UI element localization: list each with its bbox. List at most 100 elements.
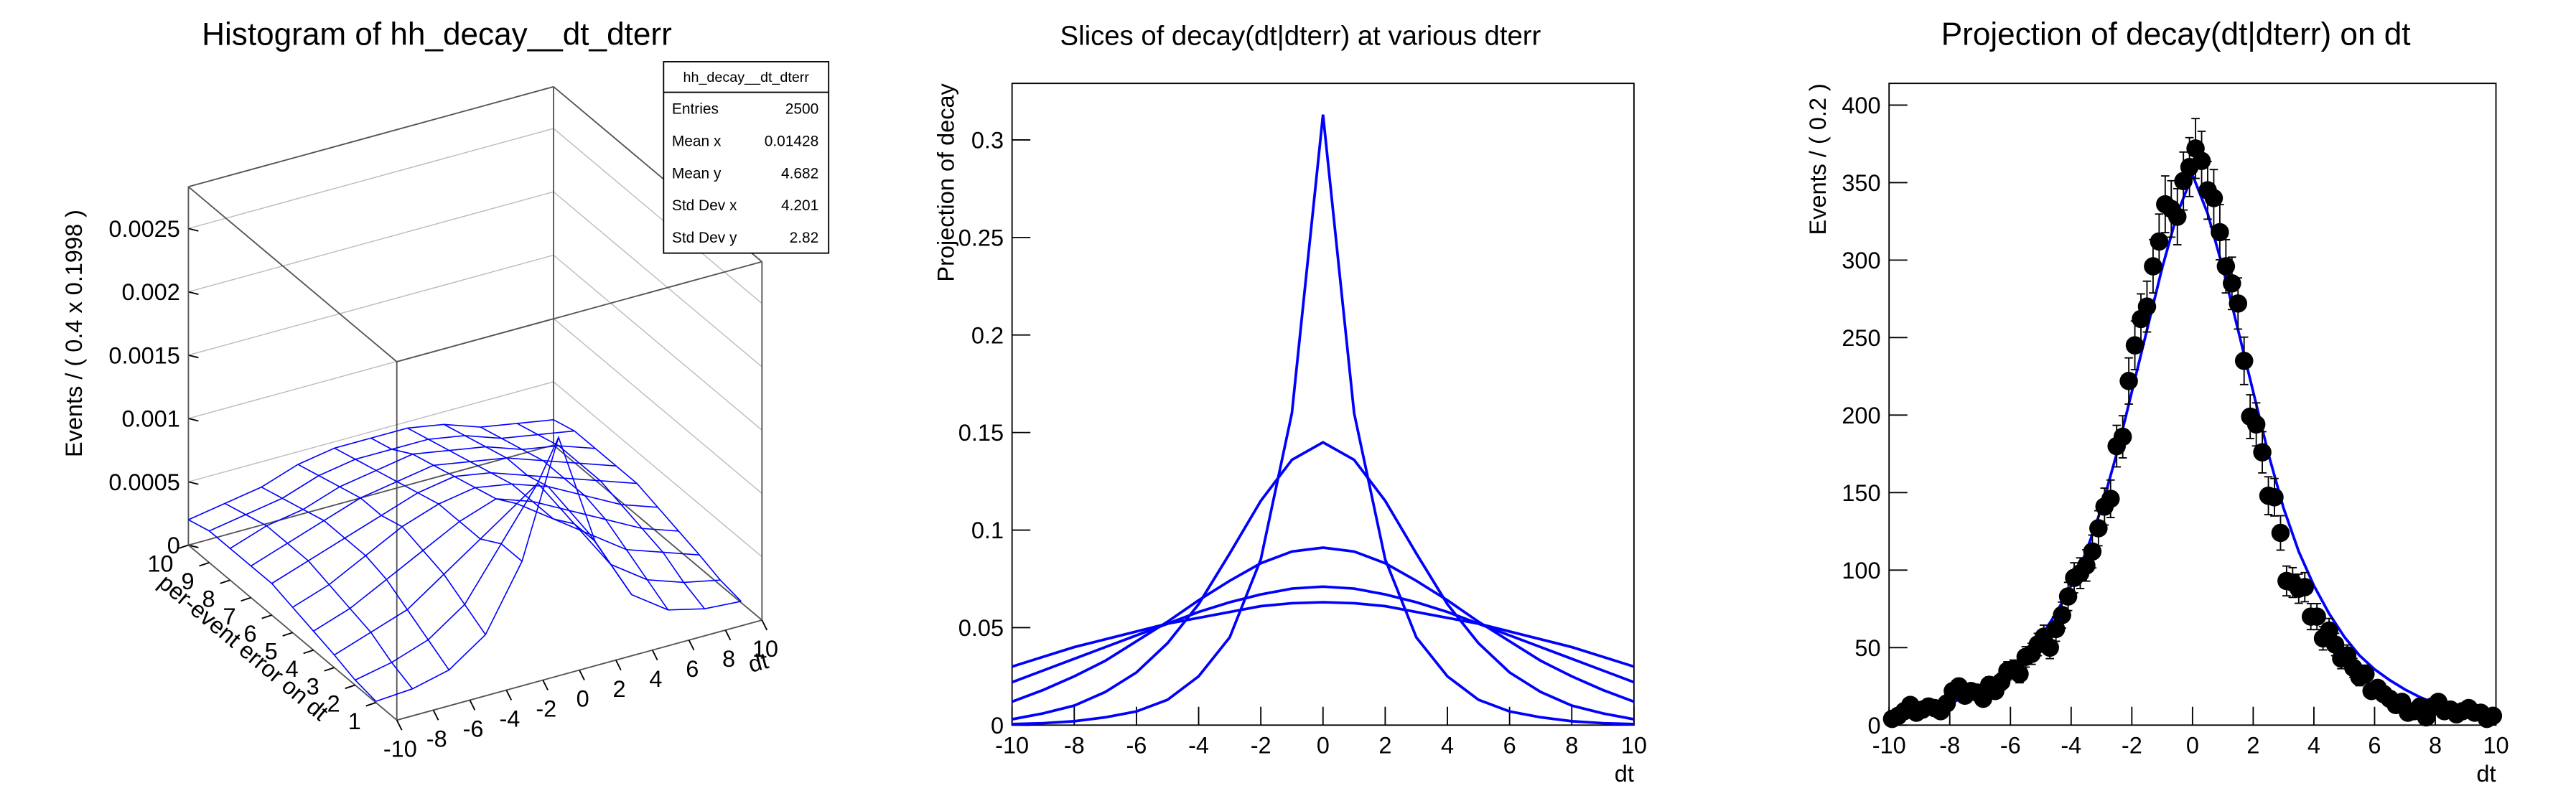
surface-column (261, 486, 450, 670)
x-tick-label: 6 (2368, 733, 2381, 759)
x-tick-label: 8 (722, 646, 735, 672)
z-tick (188, 418, 199, 422)
y-axis-title: Projection of decay (933, 83, 958, 281)
z-tick-label: 0.0005 (108, 469, 179, 495)
x-tick (542, 680, 549, 690)
data-point (2356, 665, 2375, 683)
z-tick (188, 291, 199, 295)
data-point (2295, 578, 2315, 596)
x-tick (396, 719, 403, 731)
x-axis-title: dt (1615, 761, 1634, 787)
x-tick-label: -10 (1872, 733, 1906, 759)
series-line (1012, 114, 1634, 726)
surface-column (480, 426, 669, 611)
data-point (2223, 273, 2241, 293)
data-point (2137, 297, 2157, 316)
y-tick-label: 0 (1868, 713, 1881, 739)
series-line (1012, 441, 1635, 721)
surface-row (313, 498, 679, 632)
surface-column (553, 419, 742, 602)
data-point (2229, 294, 2248, 313)
y-tick (324, 667, 335, 672)
surface-column (188, 519, 377, 702)
data-point (2192, 151, 2211, 170)
stats-label: Std Dev x (672, 197, 737, 214)
x-tick (724, 629, 732, 641)
series-line (1011, 546, 1635, 703)
data-point (2325, 635, 2345, 654)
x-tick-label: 6 (686, 656, 699, 682)
chart-title: Histogram of hh_decay__dt_dterr (202, 17, 672, 52)
axis-box (553, 444, 762, 621)
x-tick (469, 700, 476, 711)
y-tick (303, 649, 314, 655)
z-tick (188, 228, 199, 232)
data-point (2058, 587, 2078, 606)
x-tick-label: 6 (1503, 733, 1516, 759)
data-point (2483, 706, 2503, 726)
y-tick-label: 1 (348, 708, 361, 734)
fit-curve (1888, 171, 2496, 718)
y-tick (261, 614, 272, 619)
x-tick (761, 619, 768, 631)
axis-box (396, 261, 762, 362)
x-tick-label: 2 (1378, 733, 1391, 759)
y-axis-title: Events / ( 0.2 ) (1805, 83, 1831, 235)
y-tick (220, 579, 230, 584)
axis-box (188, 444, 554, 546)
data-point (2271, 523, 2290, 543)
data-point (2234, 351, 2254, 370)
axis-box (188, 85, 554, 188)
y-tick (199, 561, 210, 567)
stats-value: 0.01428 (765, 134, 819, 150)
surface-row (188, 419, 554, 520)
y-tick-label: 0.2 (971, 322, 1004, 348)
data-point (2246, 415, 2266, 434)
data-point (2167, 207, 2187, 226)
y-tick-label: 0.3 (971, 128, 1004, 154)
x-tick-label: 4 (649, 666, 662, 692)
data-point (2211, 222, 2229, 242)
y-tick-label: 100 (1842, 558, 1880, 584)
x-axis-title: dt (2476, 761, 2496, 787)
stats-title: hh_decay__dt_dterr (683, 70, 810, 85)
series-line (1011, 585, 1635, 684)
y-axis-title: per-event error on dt (154, 569, 333, 726)
y-tick (282, 632, 293, 637)
surface-row (209, 430, 575, 532)
z-tick (188, 481, 199, 485)
surface-column (407, 427, 596, 542)
data-point (2144, 257, 2162, 276)
x-tick-label: -4 (2061, 733, 2081, 759)
x-tick-label: -8 (1064, 733, 1085, 759)
grid-line (188, 254, 762, 431)
x-tick-label: -8 (1939, 733, 1960, 759)
data-point (2320, 621, 2338, 640)
x-tick-label: -4 (499, 706, 520, 732)
chart-title: Projection of decay(dt|dterr) on dt (1941, 17, 2411, 52)
y-tick-label: 300 (1842, 248, 1880, 273)
surface-column (370, 436, 559, 505)
stats-label: Entries (672, 101, 719, 118)
stats-label: Mean y (672, 165, 722, 182)
stats-value: 4.682 (781, 165, 818, 182)
stats-value: 2500 (785, 101, 818, 118)
x-tick-label: -6 (463, 716, 484, 742)
x-tick (432, 709, 439, 721)
surface-column (334, 447, 523, 562)
z-tick (188, 354, 199, 359)
y-tick-label: 250 (1842, 325, 1880, 351)
x-tick (615, 660, 622, 671)
surface-column (224, 502, 414, 690)
data-point (2174, 172, 2193, 191)
y-tick-label: 0 (991, 713, 1004, 739)
y-tick-label: 2 (327, 691, 340, 717)
surface-column (516, 423, 706, 609)
x-tick-label: 4 (2307, 733, 2320, 759)
data-point (2077, 556, 2096, 575)
y-tick-label: 0.25 (958, 225, 1004, 250)
x-tick-label: 8 (1565, 733, 1578, 759)
z-tick-label: 0 (167, 533, 180, 558)
y-tick-label: 350 (1842, 170, 1880, 196)
